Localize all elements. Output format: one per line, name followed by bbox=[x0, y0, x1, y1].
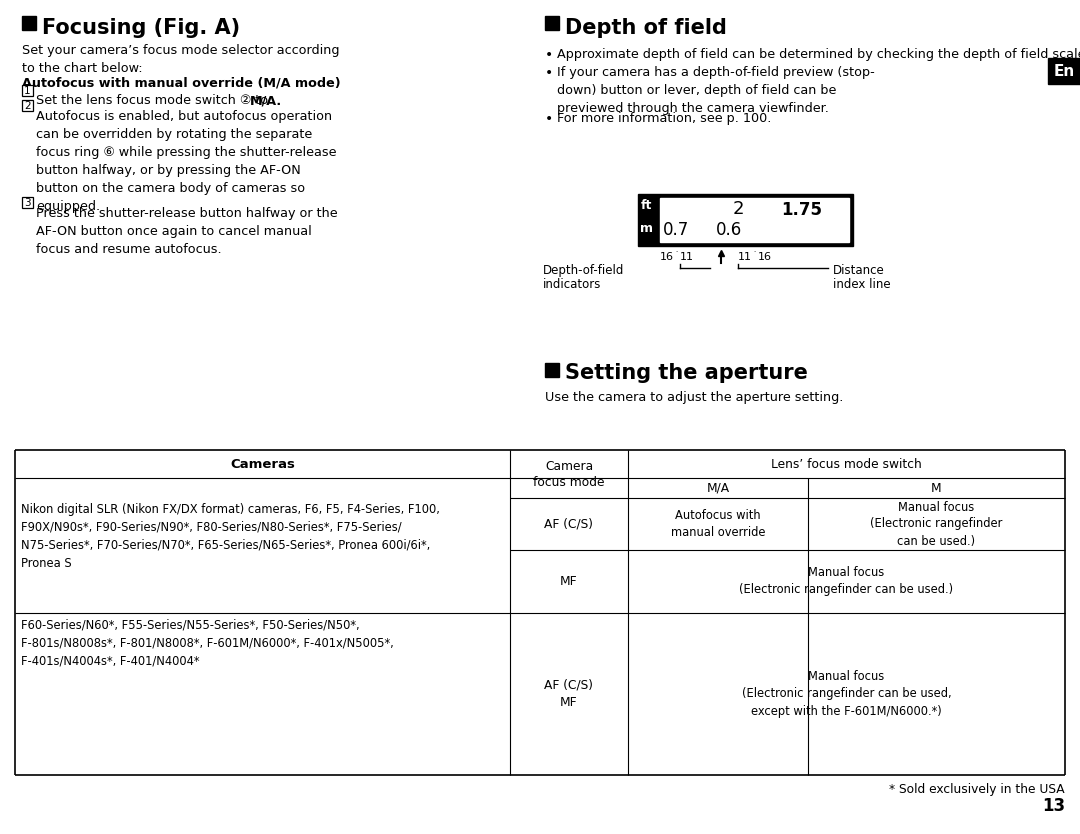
Text: Set the lens focus mode switch ② to: Set the lens focus mode switch ② to bbox=[36, 94, 272, 107]
Text: Set your camera’s focus mode selector according
to the chart below:: Set your camera’s focus mode selector ac… bbox=[22, 44, 339, 74]
Bar bbox=[1048, 58, 1080, 84]
Text: 13: 13 bbox=[1042, 797, 1065, 815]
Text: 2: 2 bbox=[24, 101, 31, 110]
Text: index line: index line bbox=[833, 278, 891, 291]
Text: Use the camera to adjust the aperture setting.: Use the camera to adjust the aperture se… bbox=[545, 391, 843, 404]
Text: 1.75: 1.75 bbox=[781, 201, 822, 219]
Text: 16: 16 bbox=[660, 252, 674, 262]
Text: •: • bbox=[545, 48, 553, 62]
Text: 0.6: 0.6 bbox=[716, 221, 742, 239]
Text: M: M bbox=[931, 481, 942, 495]
Text: Press the shutter-release button halfway or the
AF-ON button once again to cance: Press the shutter-release button halfway… bbox=[36, 207, 338, 256]
Text: Distance: Distance bbox=[833, 264, 885, 277]
Text: M/A.: M/A. bbox=[249, 94, 282, 107]
Text: * Sold exclusively in the USA: * Sold exclusively in the USA bbox=[889, 783, 1065, 796]
Text: •: • bbox=[545, 66, 553, 79]
Text: 3: 3 bbox=[24, 198, 31, 208]
Text: 0.7: 0.7 bbox=[663, 221, 689, 239]
Text: For more information, see p. 100.: For more information, see p. 100. bbox=[557, 112, 771, 125]
Text: 11: 11 bbox=[738, 252, 752, 262]
Text: Cameras: Cameras bbox=[230, 458, 295, 470]
Text: Focusing (Fig. A): Focusing (Fig. A) bbox=[42, 18, 240, 38]
Text: Depth of field: Depth of field bbox=[565, 18, 727, 38]
Text: Nikon digital SLR (Nikon FX/DX format) cameras, F6, F5, F4-Series, F100,
F90X/N9: Nikon digital SLR (Nikon FX/DX format) c… bbox=[21, 503, 440, 570]
Text: Lens’ focus mode switch: Lens’ focus mode switch bbox=[771, 458, 922, 470]
Text: Depth-of-field: Depth-of-field bbox=[543, 264, 624, 277]
Text: Setting the aperture: Setting the aperture bbox=[565, 363, 808, 383]
Text: M/A: M/A bbox=[706, 481, 730, 495]
Text: •: • bbox=[545, 112, 553, 126]
Bar bbox=[22, 100, 33, 111]
Text: ˙: ˙ bbox=[674, 251, 678, 260]
Text: Approximate depth of field can be determined by checking the depth of field scal: Approximate depth of field can be determ… bbox=[557, 48, 1080, 61]
Text: indicators: indicators bbox=[543, 278, 602, 291]
Text: AF (C/S): AF (C/S) bbox=[544, 518, 594, 530]
Bar bbox=[22, 85, 33, 96]
Bar bbox=[22, 197, 33, 208]
Bar bbox=[638, 194, 853, 246]
Text: F60-Series/N60*, F55-Series/N55-Series*, F50-Series/N50*,
F-801s/N8008s*, F-801/: F60-Series/N60*, F55-Series/N55-Series*,… bbox=[21, 619, 394, 668]
Bar bbox=[660, 198, 849, 242]
Text: Autofocus with
manual override: Autofocus with manual override bbox=[671, 509, 766, 539]
Text: Manual focus
(Electronic rangefinder can be used,
except with the F-601M/N6000.*: Manual focus (Electronic rangefinder can… bbox=[742, 671, 951, 717]
Text: ft: ft bbox=[642, 199, 652, 212]
Bar bbox=[22, 16, 36, 30]
Bar bbox=[545, 363, 559, 377]
Text: ˙: ˙ bbox=[752, 251, 756, 260]
Text: En: En bbox=[1053, 63, 1075, 78]
Text: 1: 1 bbox=[24, 86, 31, 96]
Text: If your camera has a depth-of-field preview (stop-
down) button or lever, depth : If your camera has a depth-of-field prev… bbox=[557, 66, 875, 114]
Text: 16: 16 bbox=[758, 252, 772, 262]
Text: 2: 2 bbox=[733, 200, 744, 218]
Text: Camera
focus mode: Camera focus mode bbox=[534, 460, 605, 489]
Bar bbox=[545, 16, 559, 30]
Text: 11: 11 bbox=[680, 252, 694, 262]
Text: MF: MF bbox=[561, 575, 578, 588]
Text: m: m bbox=[640, 222, 653, 235]
Text: Autofocus is enabled, but autofocus operation
can be overridden by rotating the : Autofocus is enabled, but autofocus oper… bbox=[36, 110, 337, 213]
Text: Autofocus with manual override (M/A mode): Autofocus with manual override (M/A mode… bbox=[22, 76, 340, 89]
Text: Manual focus
(Electronic rangefinder
can be used.): Manual focus (Electronic rangefinder can… bbox=[870, 500, 1002, 547]
Text: AF (C/S)
MF: AF (C/S) MF bbox=[544, 679, 594, 710]
Text: Manual focus
(Electronic rangefinder can be used.): Manual focus (Electronic rangefinder can… bbox=[740, 566, 954, 596]
